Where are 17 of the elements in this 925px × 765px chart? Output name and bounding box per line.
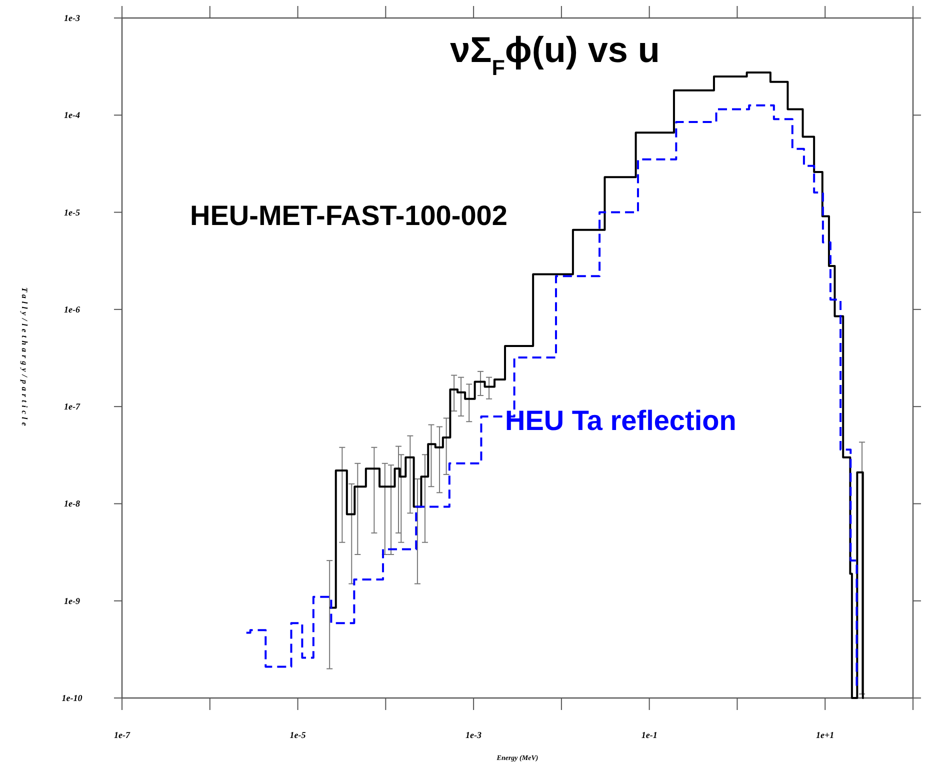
y-axis-title: Tally/lethargy/particle [20, 287, 29, 429]
text: νΣ$_{F}$ϕ(u) vs u [450, 29, 660, 80]
y-tick-label: 1e-8 [64, 498, 80, 509]
x-tick-label: 1e+1 [816, 730, 834, 740]
y-tick-label: 1e-9 [64, 596, 80, 606]
y-tick-label: 1e-4 [64, 110, 80, 120]
series-label: HEU Ta reflection [505, 405, 736, 436]
x-tick-label: 1e-5 [290, 730, 306, 740]
x-tick-label: 1e-3 [466, 730, 482, 740]
y-tick-label: 1e-10 [62, 693, 83, 703]
series-label: HEU-MET-FAST-100-002 [190, 200, 508, 231]
y-tick-label: 1e-5 [64, 207, 80, 218]
x-tick-label: 1e-7 [114, 730, 130, 740]
y-tick-label: 1e-6 [64, 304, 80, 314]
y-tick-label: 1e-7 [64, 402, 80, 412]
x-tick-label: 1e-1 [641, 730, 658, 740]
y-tick-label: 1e-3 [64, 13, 80, 23]
